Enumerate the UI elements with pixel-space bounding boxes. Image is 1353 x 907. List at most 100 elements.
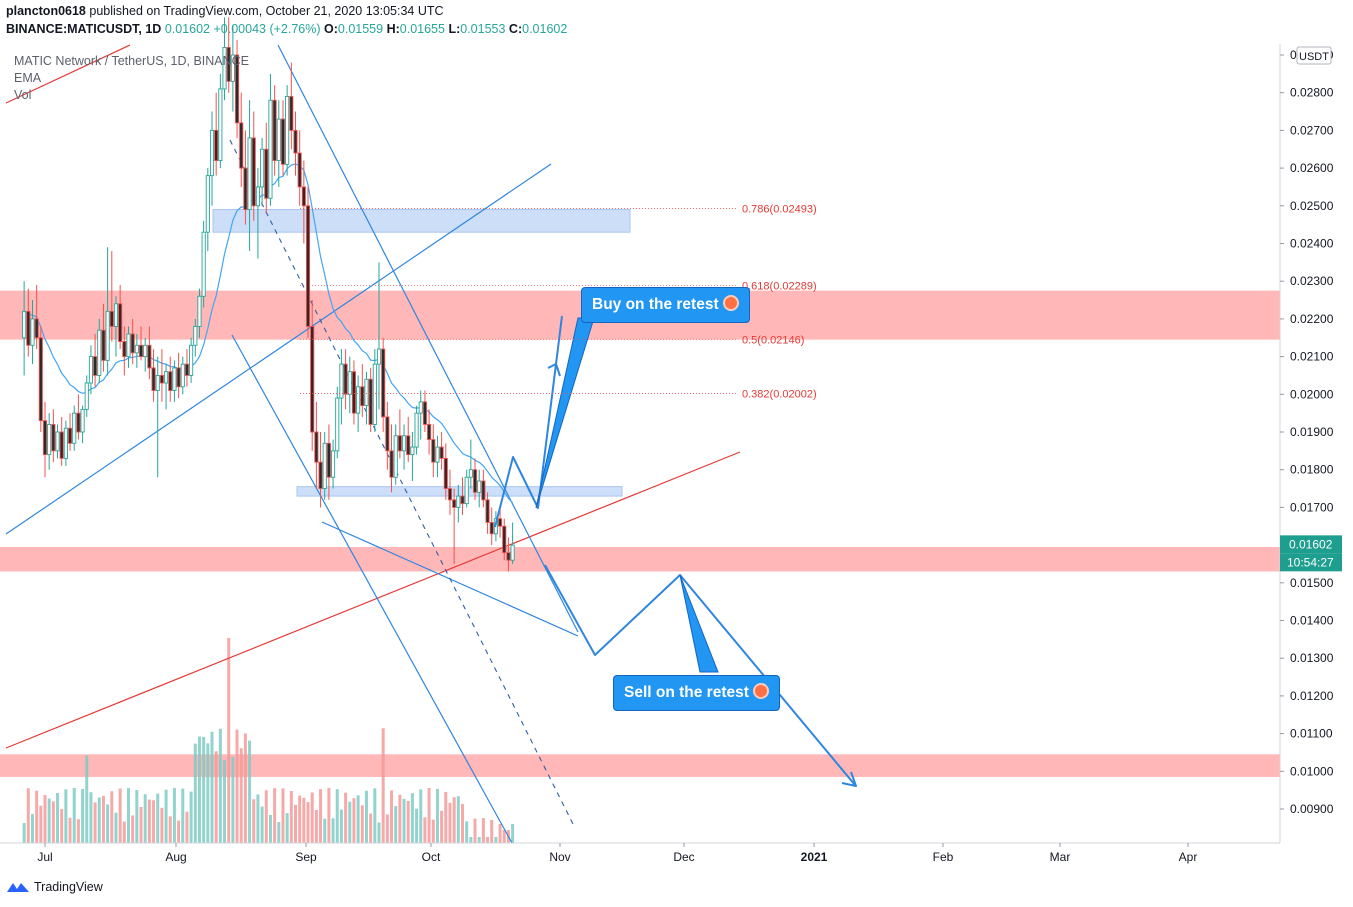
candle [47,413,52,470]
volume-bar [356,795,360,843]
candle [360,364,365,417]
volume-bar [152,800,156,843]
candle-body [489,522,494,535]
candle [197,288,202,338]
publisher-name[interactable]: plancton0618 [6,4,86,18]
price-tick-label: 0.02500 [1290,199,1334,213]
volume-bar [335,789,339,843]
open-value: 0.01559 [337,22,384,36]
low-label: L: [448,22,461,36]
candle-body [234,54,240,124]
volume-bar [469,837,473,843]
publish-line: plancton0618 published on TradingView.co… [6,4,444,18]
time-tick-label: 2021 [801,850,828,864]
candle [331,439,336,489]
volume-bar [285,813,289,843]
candle-body [385,416,390,452]
candle-body [67,427,73,444]
series-title[interactable]: MATIC Network / TetherUS, 1D, BINANCE [14,54,250,68]
candle [364,371,369,425]
candle-body [289,96,294,131]
candle-body [293,129,298,154]
volume-bar [314,810,318,843]
candle [414,405,419,455]
red-trend-line-top [5,44,131,104]
candle [193,318,198,357]
volume-bar [264,790,268,843]
volume-bar [47,798,51,843]
candle-body [443,457,448,490]
candle [126,326,131,368]
buy-callout[interactable]: Buy on the retest [581,287,750,323]
candle-body [38,337,43,422]
candle [55,424,60,459]
volume-bar [306,802,310,843]
volume-bar [30,814,34,843]
currency-label: USDT [1299,51,1329,63]
time-tick-label: Aug [165,850,186,864]
volume-bar [452,797,456,843]
volume-bar [319,789,323,843]
volume-bar [89,792,93,843]
candle [435,435,440,478]
volume-bar [410,793,414,843]
low-value: 0.01553 [460,22,506,36]
candle-body [460,495,465,505]
candle [318,432,323,508]
candle [477,469,482,508]
candle-body [101,329,106,361]
candle [402,424,407,470]
volume-bar [202,736,206,843]
candle [101,303,106,372]
last-price-badge [1280,535,1342,554]
candle [214,92,219,176]
volume-bar [214,751,218,843]
price-tick-label: 0.02400 [1290,237,1334,251]
volume-bar [377,822,381,843]
candle [510,522,515,564]
volume-bar [35,790,39,843]
candle [105,247,110,376]
candle [285,85,290,176]
volume-bar [348,801,352,843]
candle [209,111,215,206]
volume-bar [327,788,331,843]
candle-body [280,118,286,165]
candle [322,432,327,500]
candle [393,424,398,485]
volume-bar [473,818,477,843]
volume-bar [498,823,502,843]
candle [310,300,315,451]
candle [422,390,427,432]
volume-bar [423,817,427,843]
candle-body [427,424,432,440]
candles-layer [22,17,515,572]
sell-callout[interactable]: Sell on the retest [613,675,780,711]
volume-indicator-label[interactable]: Vol [14,88,32,102]
candle [189,337,194,383]
candle [289,62,294,150]
ema-indicator-label[interactable]: EMA [14,71,42,85]
candle-body [510,544,515,561]
candle [155,356,160,478]
candle-body [310,325,315,433]
candle-body [193,325,198,346]
tradingview-brand[interactable]: TradingView [6,880,103,894]
candle-body [452,499,457,508]
candle [410,432,415,482]
candle-body [260,148,265,188]
volume-bar [415,808,419,843]
candle-body [326,442,331,478]
fib-level-label: 0.5(0.02146) [742,334,804,346]
last-price: 0.01602 [164,22,210,36]
volume-bar [139,806,143,843]
candle-body [360,386,365,407]
volume-bar [127,788,130,843]
candle-body [47,424,52,456]
candle-body [34,318,39,339]
volume-bar [243,733,247,843]
candle-body [172,367,177,391]
candle [63,420,68,466]
volume-bar [256,794,260,843]
